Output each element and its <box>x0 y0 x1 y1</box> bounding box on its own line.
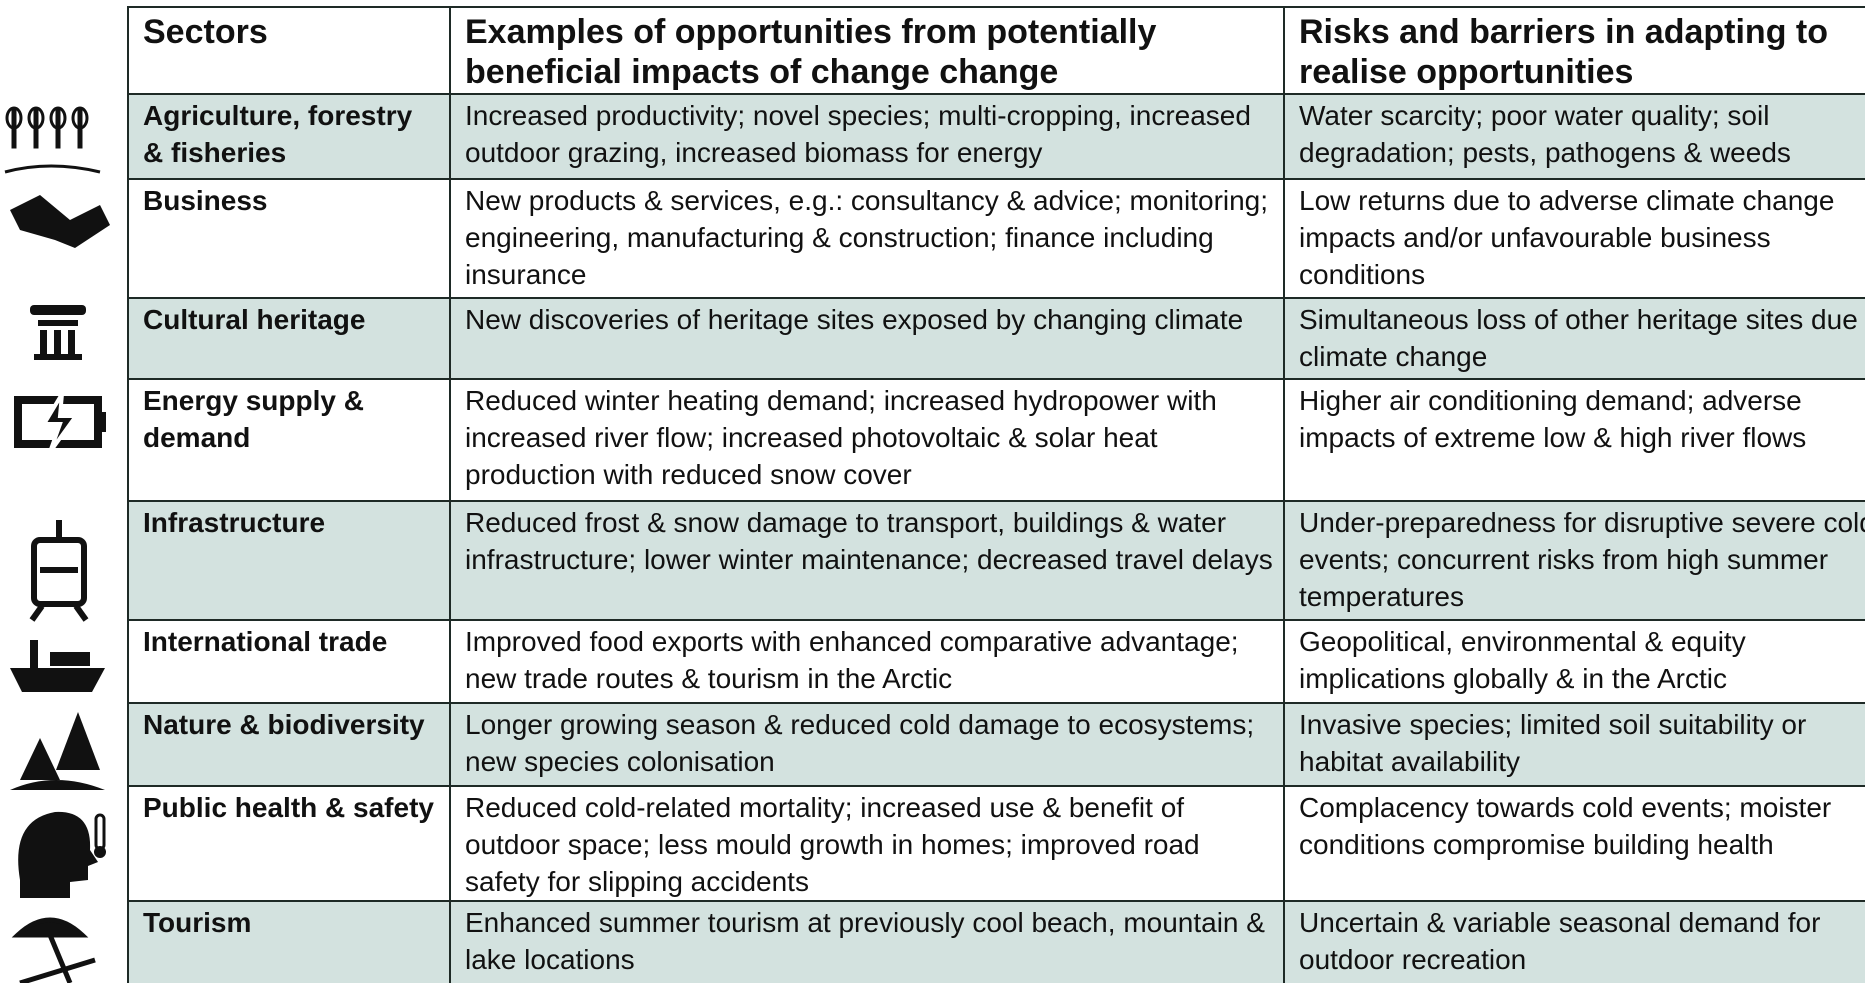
table-cell: New products & services, e.g.: consultan… <box>449 178 1285 299</box>
table-cell: Reduced cold-related mortality; increase… <box>449 785 1285 902</box>
table-cell: Enhanced summer tourism at previously co… <box>449 900 1285 983</box>
table-cell: Improved food exports with enhanced comp… <box>449 619 1285 704</box>
table-cell: Complacency towards cold events; moister… <box>1283 785 1865 902</box>
table-cell: Invasive species; limited soil suitabili… <box>1283 702 1865 787</box>
table-cell: Geopolitical, environmental & equity imp… <box>1283 619 1865 704</box>
icon-energy <box>14 392 106 454</box>
table-cell: Increased productivity; novel species; m… <box>449 93 1285 180</box>
sector-cell: Energy supply & demand <box>127 378 451 502</box>
icon-nature <box>10 712 105 790</box>
sector-cell: Infrastructure <box>127 500 451 621</box>
table-cell: Higher air conditioning demand; adverse … <box>1283 378 1865 502</box>
icon-infrastructure <box>29 520 89 622</box>
sector-cell: Nature & biodiversity <box>127 702 451 787</box>
table-cell: Simultaneous loss of other heritage site… <box>1283 297 1865 380</box>
sector-cell: Cultural heritage <box>127 297 451 380</box>
table-cell: Uncertain & variable seasonal demand for… <box>1283 900 1865 983</box>
table-cell: Reduced winter heating demand; increased… <box>449 378 1285 502</box>
table-cell: New discoveries of heritage sites expose… <box>449 297 1285 380</box>
header-cell: Sectors <box>127 6 451 95</box>
table-cell: Under-preparedness for disruptive severe… <box>1283 500 1865 621</box>
sector-cell: Business <box>127 178 451 299</box>
sector-cell: International trade <box>127 619 451 704</box>
header-cell: Examples of opportunities from potential… <box>449 6 1285 95</box>
sector-cell: Agriculture, forestry & fisheries <box>127 93 451 180</box>
sector-icons <box>4 106 110 983</box>
table-cell: Reduced frost & snow damage to transport… <box>449 500 1285 621</box>
table-cell: Longer growing season & reduced cold dam… <box>449 702 1285 787</box>
icon-business <box>10 195 110 248</box>
icon-tourism <box>11 917 96 983</box>
sector-cell: Public health & safety <box>127 785 451 902</box>
icon-agriculture <box>4 106 101 174</box>
sector-cell: Tourism <box>127 900 451 983</box>
table-cell: Water scarcity; poor water quality; soil… <box>1283 93 1865 180</box>
icon-health <box>18 811 106 898</box>
icon-cultural <box>30 305 86 360</box>
table-cell: Low returns due to adverse climate chang… <box>1283 178 1865 299</box>
header-cell: Risks and barriers in adapting to realis… <box>1283 6 1865 95</box>
icon-trade <box>10 640 105 692</box>
